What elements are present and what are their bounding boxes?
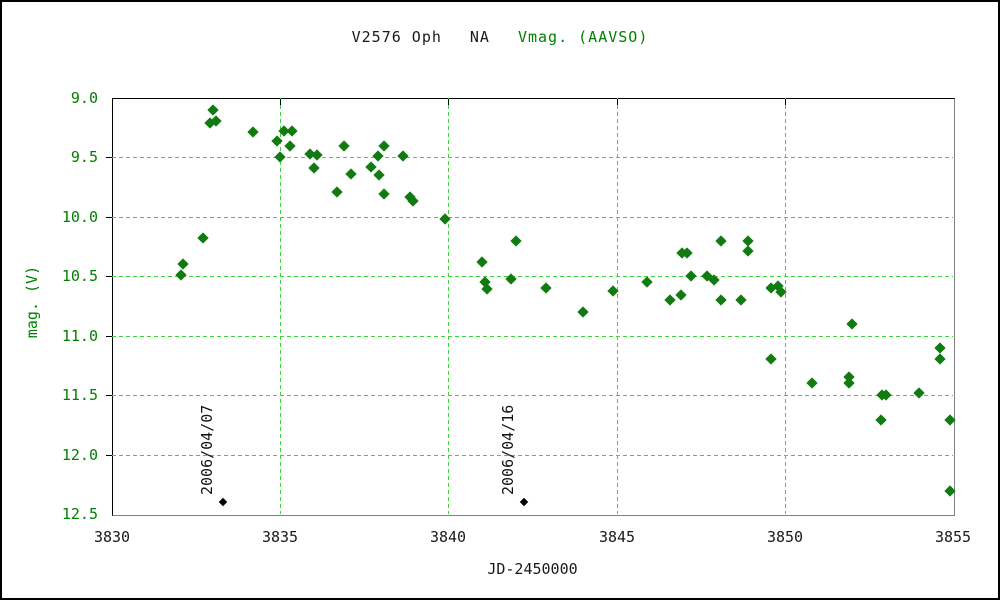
data-point (397, 150, 409, 162)
h-gridline (112, 157, 953, 158)
data-point (331, 186, 343, 198)
y-axis-tick (106, 217, 112, 218)
x-tick-label: 3850 (766, 528, 804, 546)
v-gridline (785, 98, 786, 514)
v-gridline (448, 98, 449, 514)
data-point (664, 294, 676, 306)
data-point (742, 245, 754, 257)
data-point (934, 353, 946, 365)
series-label: Vmag. (AAVSO) (517, 28, 649, 46)
y-axis-tick (106, 157, 112, 158)
h-gridline (112, 336, 953, 337)
data-point (675, 289, 687, 301)
data-point (735, 294, 747, 306)
y-axis-tick (106, 395, 112, 396)
h-gridline (112, 276, 953, 277)
data-point (913, 387, 925, 399)
y-axis-tick (106, 276, 112, 277)
data-point (641, 276, 653, 288)
annotation-marker (218, 497, 228, 507)
data-point (846, 318, 858, 330)
data-point (345, 168, 357, 180)
y-axis-tick (106, 336, 112, 337)
annotation-marker (519, 497, 529, 507)
data-point (207, 104, 219, 116)
data-point (372, 150, 384, 162)
data-point (247, 126, 259, 138)
y-tick-label: 10.5 (61, 267, 98, 285)
annotation-label: 2006/04/07 (198, 404, 216, 495)
x-tick-label: 3840 (429, 528, 467, 546)
y-axis-title: mag. (V) (23, 265, 41, 339)
x-tick-label: 3845 (598, 528, 636, 546)
h-gridline (112, 455, 953, 456)
x-tick-label: 3830 (93, 528, 131, 546)
x-tick-label: 3835 (261, 528, 299, 546)
data-point (875, 414, 887, 426)
data-point (365, 161, 377, 173)
x-axis-tick (785, 99, 786, 105)
x-axis-tick (617, 99, 618, 105)
y-tick-label: 11.0 (61, 327, 98, 345)
y-tick-label: 10.0 (61, 208, 98, 226)
h-gridline (112, 217, 953, 218)
data-point (685, 270, 697, 282)
data-point (197, 232, 209, 244)
chart-title: V2576 Oph NA Vmag. (AAVSO) (2, 28, 998, 46)
y-tick-label: 12.5 (61, 505, 98, 523)
data-point (378, 140, 390, 152)
data-point (284, 140, 296, 152)
data-point (175, 269, 187, 281)
data-point (715, 235, 727, 247)
y-tick-label: 9.5 (70, 148, 98, 166)
data-point (944, 485, 956, 497)
data-point (378, 188, 390, 200)
data-point (177, 258, 189, 270)
data-point (338, 140, 350, 152)
x-axis-tick (280, 99, 281, 105)
y-tick-label: 12.0 (61, 446, 98, 464)
y-axis-tick (106, 455, 112, 456)
y-tick-label: 11.5 (61, 386, 98, 404)
annotation-label: 2006/04/16 (499, 404, 517, 495)
plot-area (112, 98, 955, 516)
data-point (373, 169, 385, 181)
data-point (806, 377, 818, 389)
data-point (308, 162, 320, 174)
x-axis-tick (448, 99, 449, 105)
x-tick-label: 3855 (934, 528, 972, 546)
data-point (934, 342, 946, 354)
data-point (476, 256, 488, 268)
data-point (540, 282, 552, 294)
data-point (765, 353, 777, 365)
data-point (944, 414, 956, 426)
data-point (286, 125, 298, 137)
x-axis-title: JD-2450000 (487, 560, 578, 578)
v-gridline (617, 98, 618, 514)
object-code: NA (469, 28, 490, 46)
y-tick-label: 9.0 (70, 89, 98, 107)
data-point (274, 151, 286, 163)
h-gridline (112, 395, 953, 396)
data-point (715, 294, 727, 306)
v-gridline (280, 98, 281, 514)
data-point (510, 235, 522, 247)
object-name: V2576 Oph (351, 28, 442, 46)
data-point (577, 306, 589, 318)
